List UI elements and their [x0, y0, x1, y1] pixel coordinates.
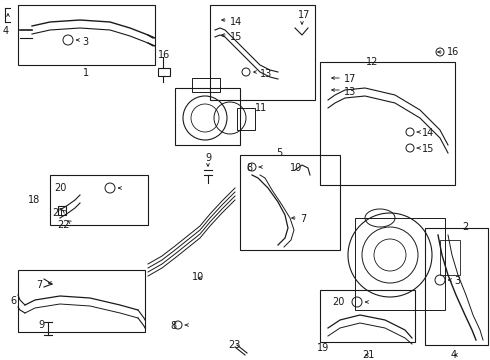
Text: 8: 8 — [170, 321, 176, 331]
Text: 1: 1 — [83, 68, 89, 78]
Text: 3: 3 — [82, 37, 88, 47]
Text: 16: 16 — [158, 50, 170, 60]
Text: 16: 16 — [447, 47, 459, 57]
Text: 11: 11 — [255, 103, 267, 113]
Text: 21: 21 — [362, 350, 374, 360]
Text: 21: 21 — [52, 208, 64, 218]
Text: 5: 5 — [276, 148, 282, 158]
Bar — [320, 62, 455, 185]
Text: 4: 4 — [451, 350, 457, 360]
Text: 10: 10 — [290, 163, 302, 173]
Text: 9: 9 — [38, 320, 44, 330]
Bar — [50, 175, 148, 225]
Text: 7: 7 — [36, 280, 42, 290]
Bar — [175, 88, 240, 145]
Text: 7: 7 — [300, 214, 306, 224]
Text: 9: 9 — [205, 153, 211, 163]
Bar — [425, 228, 488, 345]
Text: 2: 2 — [462, 222, 468, 232]
Text: 13: 13 — [260, 69, 272, 79]
Bar — [18, 270, 145, 332]
Text: 18: 18 — [28, 195, 40, 205]
Text: 4: 4 — [3, 26, 9, 36]
Text: 14: 14 — [422, 128, 434, 138]
Bar — [210, 5, 315, 100]
Bar — [192, 78, 220, 92]
Text: 8: 8 — [246, 163, 252, 173]
Text: 14: 14 — [230, 17, 242, 27]
Text: 19: 19 — [317, 343, 329, 353]
Bar — [158, 68, 170, 76]
Bar — [237, 108, 255, 130]
Bar — [58, 206, 66, 215]
Text: 15: 15 — [230, 32, 243, 42]
Text: 20: 20 — [332, 297, 344, 307]
Text: 17: 17 — [298, 10, 310, 20]
Text: 3: 3 — [454, 276, 460, 286]
Bar — [355, 218, 445, 310]
Bar — [320, 290, 415, 342]
Text: 12: 12 — [366, 57, 378, 67]
Text: 22: 22 — [57, 220, 70, 230]
Text: 10: 10 — [192, 272, 204, 282]
Text: 17: 17 — [344, 74, 356, 84]
Text: 20: 20 — [54, 183, 66, 193]
Text: 6: 6 — [10, 296, 16, 306]
Text: 15: 15 — [422, 144, 434, 154]
Text: 13: 13 — [344, 87, 356, 97]
Bar — [240, 155, 340, 250]
Text: 23: 23 — [228, 340, 241, 350]
Bar — [18, 5, 155, 65]
Bar — [440, 240, 460, 275]
